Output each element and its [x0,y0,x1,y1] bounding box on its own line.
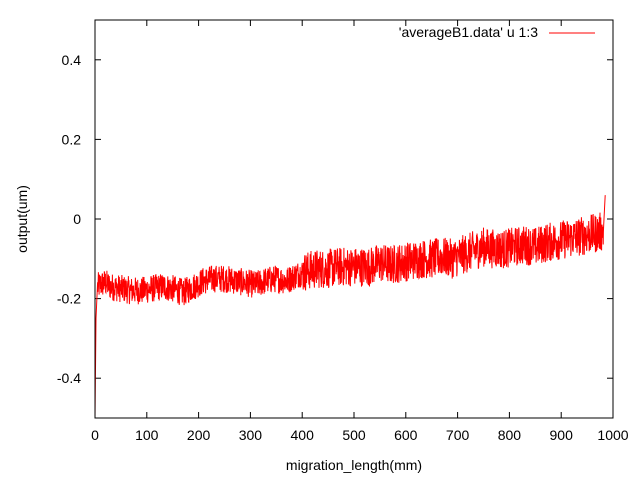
legend: 'averageB1.data' u 1:3 [399,24,595,40]
x-tick-label: 300 [239,427,263,443]
legend-label: 'averageB1.data' u 1:3 [399,24,538,40]
y-axis-label: output(um) [14,185,30,253]
series-line [94,195,606,419]
x-tick-label: 400 [291,427,315,443]
y-tick-label: 0.2 [62,131,82,147]
x-tick-label: 200 [187,427,211,443]
y-tick-label: -0.2 [57,291,81,307]
x-tick-label: 900 [550,427,574,443]
y-tick-label: 0 [73,211,81,227]
x-tick-label: 700 [446,427,470,443]
x-tick-label: 100 [135,427,159,443]
x-tick-label: 500 [342,427,366,443]
y-tick-label: 0.4 [62,52,82,68]
plot-frame [94,19,614,419]
x-tick-label: 600 [394,427,418,443]
x-tick-label: 1000 [597,427,628,443]
x-axis-label: migration_length(mm) [286,457,422,473]
axis-ticks: 0 100 200 300 400 500 600 700 800 900 1000 -0.4 -0.2… [57,20,629,443]
x-tick-label: 800 [498,427,522,443]
y-tick-label: -0.4 [57,370,81,386]
x-tick-label: 0 [91,427,99,443]
plot-area [94,195,606,419]
